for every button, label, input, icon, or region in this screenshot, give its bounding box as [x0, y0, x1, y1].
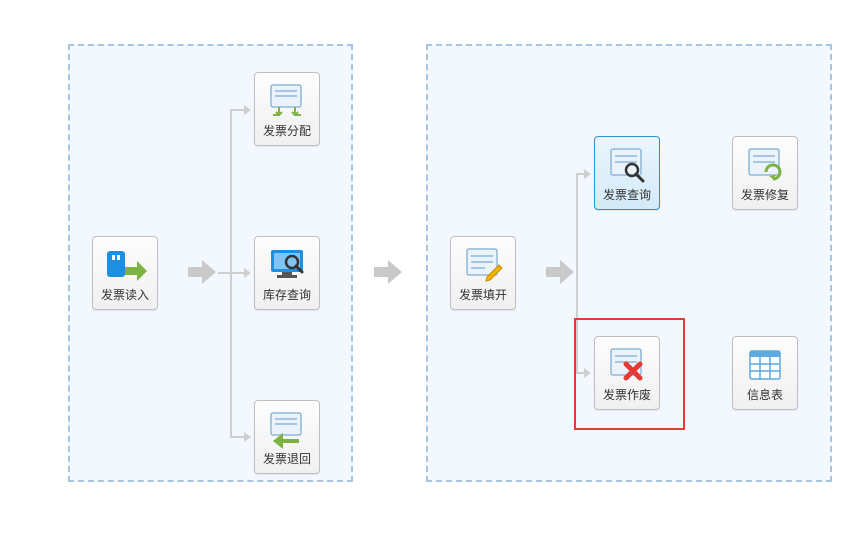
doc-void-icon [605, 345, 649, 385]
node-label: 信息表 [747, 389, 783, 402]
node-label: 发票查询 [603, 189, 651, 202]
doc-magnify-icon [605, 145, 649, 185]
grid-icon [743, 345, 787, 385]
node-invoice-repair[interactable]: 发票修复 [732, 136, 798, 210]
connector [576, 173, 578, 373]
node-invoice-void[interactable]: 发票作废 [594, 336, 660, 410]
node-invoice-fill[interactable]: 发票填开 [450, 236, 516, 310]
node-label: 发票修复 [741, 189, 789, 202]
monitor-magnify-icon [265, 245, 309, 285]
arrowhead-icon [584, 169, 591, 179]
connector [218, 272, 230, 274]
doc-split-icon [265, 81, 309, 121]
node-label: 发票退回 [263, 453, 311, 466]
arrowhead-icon [244, 432, 251, 442]
arrowhead-icon [244, 268, 251, 278]
node-label: 发票填开 [459, 289, 507, 302]
node-label: 库存查询 [263, 289, 311, 302]
arrow-icon [546, 260, 574, 284]
node-invoice-return[interactable]: 发票退回 [254, 400, 320, 474]
node-label: 发票分配 [263, 125, 311, 138]
arrowhead-icon [584, 368, 591, 378]
arrow-icon [374, 260, 402, 284]
usb-export-icon [103, 245, 147, 285]
doc-edit-icon [461, 245, 505, 285]
node-invoice-alloc[interactable]: 发票分配 [254, 72, 320, 146]
node-stock-query[interactable]: 库存查询 [254, 236, 320, 310]
node-label: 发票读入 [101, 289, 149, 302]
doc-back-icon [265, 409, 309, 449]
doc-refresh-icon [743, 145, 787, 185]
node-invoice-query[interactable]: 发票查询 [594, 136, 660, 210]
node-label: 发票作废 [603, 389, 651, 402]
arrow-icon [188, 260, 216, 284]
flowchart-canvas: 发票读入 发票分配 [20, 20, 856, 525]
arrowhead-icon [244, 105, 251, 115]
node-invoice-read[interactable]: 发票读入 [92, 236, 158, 310]
node-info-table[interactable]: 信息表 [732, 336, 798, 410]
